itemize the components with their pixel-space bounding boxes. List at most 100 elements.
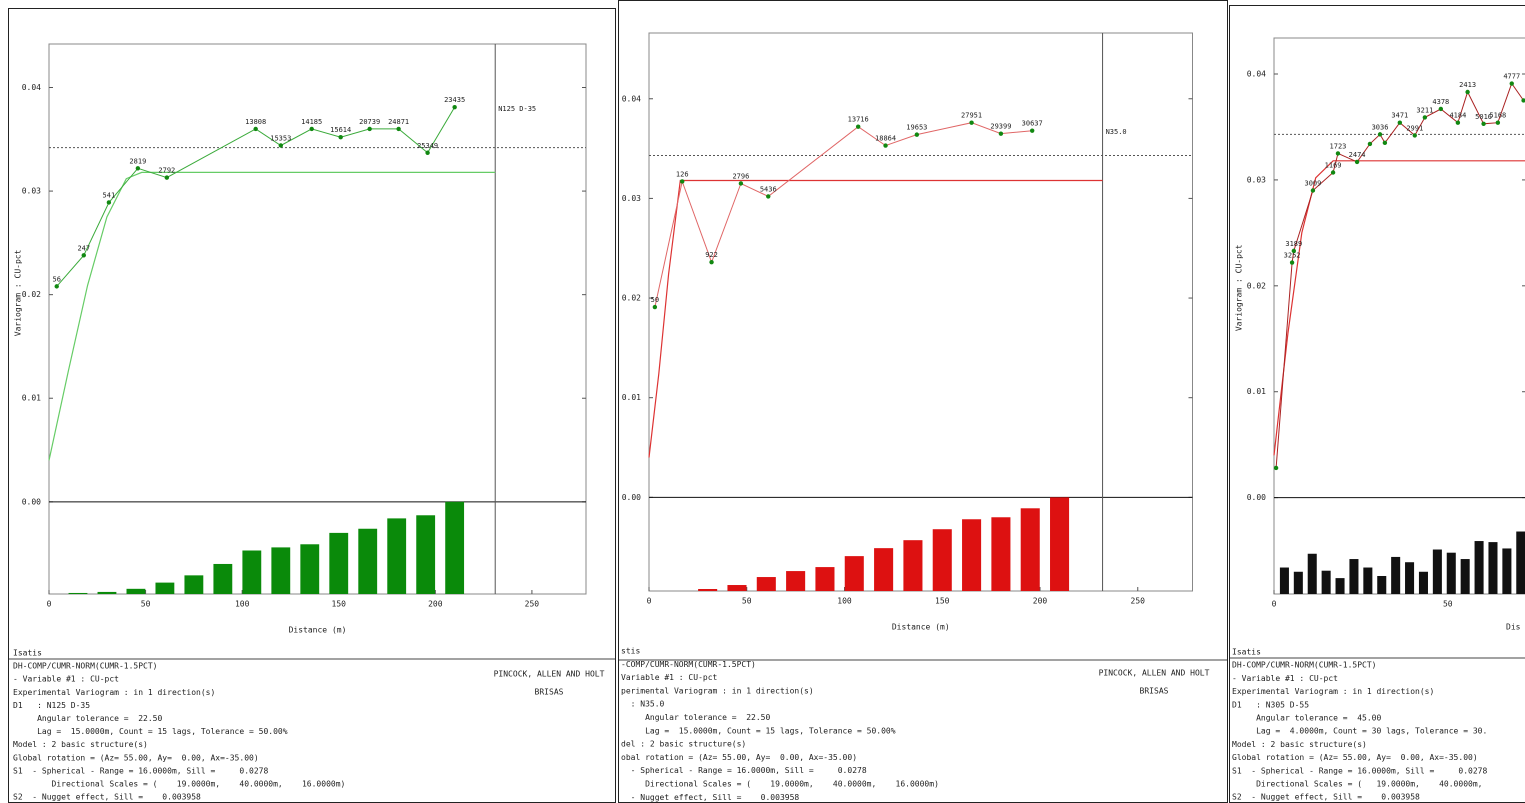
pair-count-bar xyxy=(329,532,349,594)
footer-line: S1 - Spherical - Range = 16.0000m, Sill … xyxy=(1232,766,1487,775)
pair-count-label: 3211 xyxy=(1416,106,1433,114)
direction-label: N125 D-35 xyxy=(498,105,536,113)
experimental-point xyxy=(1509,81,1514,86)
footer-line: S1 - Spherical - Range = 16.0000m, Sill … xyxy=(13,766,268,775)
pair-count-label: 13716 xyxy=(848,116,869,124)
x-tick-label: 250 xyxy=(1131,597,1146,606)
y-tick-label: 0.02 xyxy=(22,290,41,299)
pair-count-bar xyxy=(1307,553,1317,594)
footer-line: - Variable #1 : CU-pct xyxy=(1232,674,1338,683)
footer-line: stis xyxy=(621,647,640,656)
pair-count-bar xyxy=(815,567,835,591)
x-tick-label: 50 xyxy=(141,600,151,609)
experimental-point xyxy=(883,143,888,148)
experimental-point xyxy=(1455,120,1461,125)
variogram-panel: 0.00 0.01 0.02 0.03 0.04 0 50 100 150 200 250 Dista… xyxy=(8,8,616,803)
pair-count-bar xyxy=(1432,549,1442,594)
x-tick-label: 0 xyxy=(47,600,52,609)
pair-count-bar xyxy=(1502,548,1512,594)
pair-count-bar xyxy=(1446,552,1456,594)
y-tick-label: 0.02 xyxy=(622,294,641,303)
footer-line: -COMP/CUMR-NORM(CUMR-1.5PCT) xyxy=(621,660,756,669)
experimental-point xyxy=(1481,121,1486,126)
y-tick-label: 0.01 xyxy=(22,394,41,403)
pair-count-label: 922 xyxy=(705,251,718,259)
footer-line: - Spherical - Range = 16.0000m, Sill = 0… xyxy=(621,766,867,775)
footer-line: Lag = 4.0000m, Count = 30 lags, Toleranc… xyxy=(1232,727,1487,736)
y-tick-label: 0.03 xyxy=(1247,175,1266,184)
experimental-point xyxy=(1422,115,1428,120)
y-axis-label: Variogram : CU-pct xyxy=(14,249,23,336)
pair-count-bar xyxy=(1474,541,1484,594)
footer-line: Angular tolerance = 22.50 xyxy=(621,713,770,722)
model-curve xyxy=(1273,160,1525,456)
footer-line: S2 - Nugget effect, Sill = 0.003958 xyxy=(13,793,201,802)
project-name: BRISAS xyxy=(1140,687,1169,696)
model-curve xyxy=(648,179,1103,458)
footer-line: Model : 2 basic structure(s) xyxy=(13,740,148,749)
pair-count-bar xyxy=(213,563,233,594)
experimental-point xyxy=(1377,132,1383,137)
pair-count-bar xyxy=(1460,559,1470,594)
footer-line: perimental Variogram : in 1 direction(s) xyxy=(621,686,814,695)
footer-line: Directional Scales = ( 19.0000m, 40.0000… xyxy=(13,780,345,789)
x-tick-label: 0 xyxy=(1272,600,1277,609)
experimental-line xyxy=(56,106,456,287)
x-tick-label: 0 xyxy=(647,597,652,606)
pair-count-bar xyxy=(1405,562,1415,594)
pair-count-label: 247 xyxy=(77,244,90,252)
footer-line: D1 : N125 D-35 xyxy=(13,701,90,710)
pair-count-label: 13808 xyxy=(245,118,266,126)
pair-count-bar xyxy=(756,577,776,591)
pair-count-label: 4777 xyxy=(1503,73,1520,81)
footer-line: Model : 2 basic structure(s) xyxy=(1232,740,1367,749)
footer-line: S2 - Nugget effect, Sill = 0.003958 xyxy=(1232,793,1420,802)
pair-count-bar xyxy=(387,518,407,594)
footer-line: D1 : N305 D-55 xyxy=(1232,700,1309,709)
pair-count-bar xyxy=(903,540,923,591)
footer-line: - Nugget effect, Sill = 0.003958 xyxy=(621,793,799,802)
direction-label: N35.0 xyxy=(1106,128,1127,136)
pair-count-bar xyxy=(1349,559,1359,594)
pair-count-label: 27951 xyxy=(961,112,982,120)
pair-count-label: 56 xyxy=(53,275,61,283)
x-tick-label: 150 xyxy=(935,597,950,606)
x-tick-label: 250 xyxy=(525,600,540,609)
y-tick-label: 0.04 xyxy=(1247,70,1266,79)
project-name: BRISAS xyxy=(535,688,564,697)
experimental-point xyxy=(309,126,314,132)
experimental-point xyxy=(253,126,258,132)
experimental-point xyxy=(1330,170,1336,175)
x-tick-label: 100 xyxy=(235,600,250,609)
pair-count-label: 2796 xyxy=(732,172,749,180)
pair-count-label: 1169 xyxy=(1325,161,1342,169)
y-tick-label: 0.00 xyxy=(22,497,41,506)
experimental-point xyxy=(106,200,112,205)
pair-count-label: 126 xyxy=(676,170,689,178)
pair-count-label: 2819 xyxy=(129,157,146,165)
experimental-point xyxy=(54,284,59,289)
experimental-point xyxy=(164,175,170,180)
pair-count-label: 3036 xyxy=(1372,123,1389,131)
footer-line: Global rotation = (Az= 55.00, Ay= 0.00, … xyxy=(1232,753,1478,762)
pair-count-label: 24871 xyxy=(388,118,409,126)
pair-count-label: 4378 xyxy=(1432,98,1449,106)
pair-count-bar xyxy=(1516,531,1525,594)
pair-count-bar xyxy=(358,528,378,594)
experimental-point xyxy=(738,181,744,186)
x-tick-label: 150 xyxy=(332,600,347,609)
pair-count-bar xyxy=(1488,542,1498,594)
footer-line: DH-COMP/CUMR-NORM(CUMR-1.5PCT) xyxy=(1232,661,1377,670)
y-tick-label: 0.03 xyxy=(22,187,41,196)
pair-count-bar xyxy=(1321,570,1331,594)
footer-line: Experimental Variogram : in 1 direction(… xyxy=(13,688,215,697)
footer-line: Global rotation = (Az= 55.00, Ay= 0.00, … xyxy=(13,753,259,762)
pair-count-label: 15614 xyxy=(330,126,351,134)
plot-frame xyxy=(48,43,587,595)
experimental-point xyxy=(425,150,430,155)
variogram-panel: 0.00 0.01 0.02 0.03 0.04 0 50 100 150 200 250 Dista… xyxy=(618,0,1228,803)
pair-count-bar xyxy=(271,547,291,594)
experimental-point xyxy=(969,120,974,125)
experimental-point xyxy=(1291,248,1297,254)
experimental-point xyxy=(998,131,1004,136)
